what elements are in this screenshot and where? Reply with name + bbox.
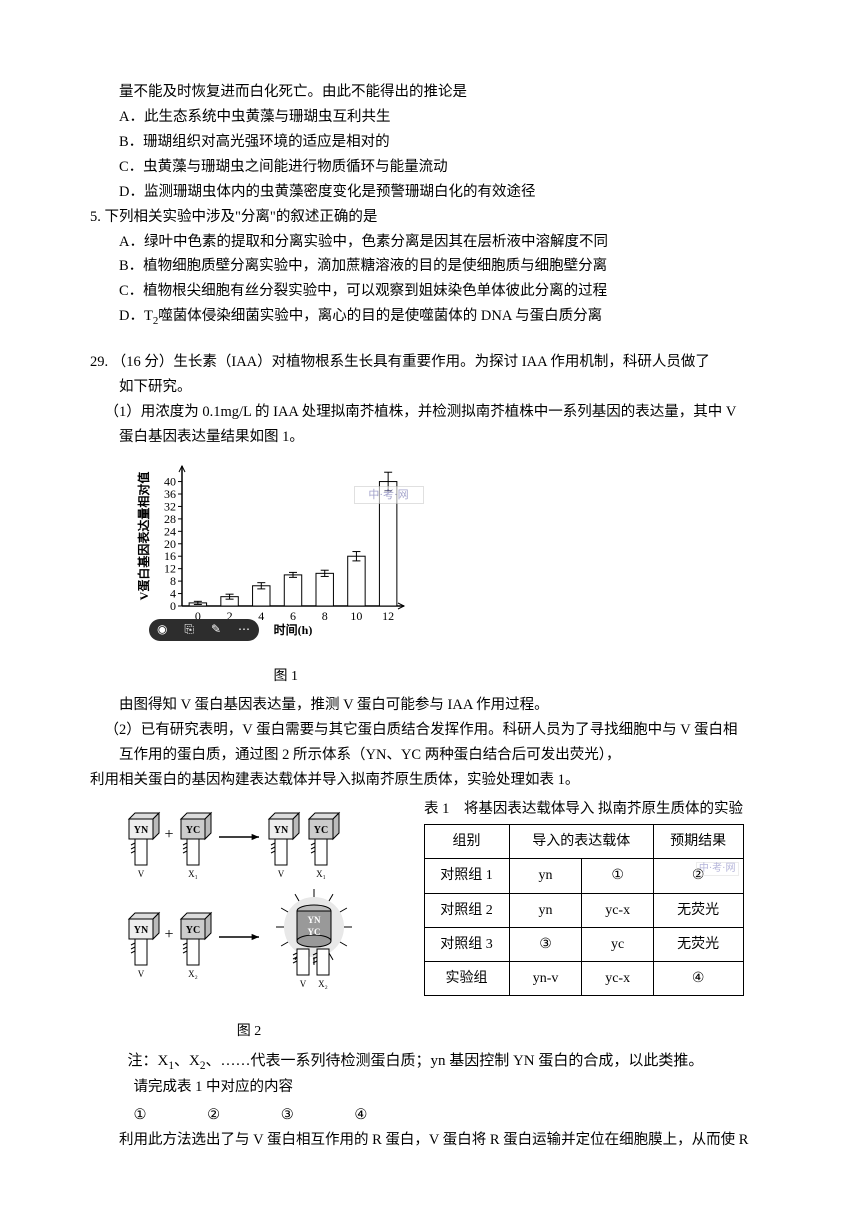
svg-text:4: 4 [170, 586, 176, 600]
note-post: 、……代表一系列待检测蛋白质；yn 基因控制 YN 蛋白的合成，以此类推。 [205, 1053, 703, 1069]
q29-stem-line1: 29. （16 分）生长素（IAA）对植物根系生长具有重要作用。为探讨 IAA … [90, 351, 770, 375]
svg-text:36: 36 [164, 487, 176, 501]
prev-option-a: A．此生态系统中虫黄藻与珊瑚虫互利共生 [90, 106, 770, 130]
svg-text:12: 12 [382, 609, 394, 623]
svg-text:X₁: X₁ [188, 869, 198, 879]
blank-4: ④ [354, 1104, 424, 1128]
bar-chart: 0481216202428323640024681012时间(h)V蛋白基因表达… [134, 456, 414, 661]
q5-option-d: D．T2噬菌体侵染细菌实验中，离心的目的是使噬菌体的 DNA 与蛋白质分离 [90, 305, 770, 331]
figure-1-caption: 图 1 [134, 665, 771, 688]
prev-option-b: B．珊瑚组织对高光强环境的适应是相对的 [90, 131, 770, 155]
figure2-and-table-row: YN V + YC X₁ YN V YC X₁ YN V + YC X₂ YN YC V X₂ 图 2 表 1 将… [90, 799, 770, 1043]
q5-d-pre: D．T [119, 308, 153, 324]
note-pre: 注：X [128, 1053, 169, 1069]
svg-text:V: V [138, 869, 145, 879]
svg-text:12: 12 [164, 561, 176, 575]
svg-text:X₂: X₂ [188, 969, 198, 979]
diagram-svg: YN V + YC X₁ YN V YC X₁ YN V + YC X₂ YN YC V X₂ [119, 799, 379, 1009]
svg-text:32: 32 [164, 499, 176, 513]
q29-p2b: 互作用的蛋白质，通过图 2 所示体系（YN、YC 两种蛋白结合后可发出荧光）， [90, 744, 770, 768]
svg-text:YC: YC [308, 927, 321, 937]
svg-text:40: 40 [164, 474, 176, 488]
svg-text:0: 0 [170, 599, 176, 613]
svg-text:+: + [164, 926, 173, 943]
svg-text:16: 16 [164, 549, 176, 563]
q29-p2a: （2）已有研究表明，V 蛋白需要与其它蛋白质结合发挥作用。科研人员为了寻找细胞中… [90, 719, 770, 743]
svg-text:V蛋白基因表达量相对值: V蛋白基因表达量相对值 [136, 471, 151, 600]
table-1-title: 表 1 将基因表达载体导入 拟南芥原生质体的实验 [397, 799, 770, 821]
svg-text:8: 8 [170, 574, 176, 588]
svg-text:YN: YN [134, 925, 149, 936]
chart-svg: 0481216202428323640024681012时间(h)V蛋白基因表达… [134, 456, 414, 636]
figure-2-caption: 图 2 [119, 1020, 379, 1043]
svg-text:V: V [278, 869, 285, 879]
svg-text:V: V [138, 969, 145, 979]
prev-option-c: C．虫黄藻与珊瑚虫之间能进行物质循环与能量流动 [90, 156, 770, 180]
watermark-badge: 中·考·网 [354, 486, 424, 504]
svg-text:28: 28 [164, 512, 176, 526]
q29-p2d: 利用此方法选出了与 V 蛋白相互作用的 R 蛋白，V 蛋白将 R 蛋白运输并定位… [90, 1129, 770, 1153]
svg-text:4: 4 [258, 609, 264, 623]
blank-3: ③ [281, 1104, 351, 1128]
q29-p1b: 蛋白基因表达量结果如图 1。 [90, 426, 770, 450]
q5-stem: 5. 下列相关实验中涉及"分离"的叙述正确的是 [90, 206, 770, 230]
blank-2: ② [207, 1104, 277, 1128]
q29-note: 注：X1、X2、……代表一系列待检测蛋白质；yn 基因控制 YN 蛋白的合成，以… [90, 1049, 770, 1076]
q5-d-post: 噬菌体侵染细菌实验中，离心的目的是使噬菌体的 DNA 与蛋白质分离 [158, 308, 602, 324]
toolbar-more-icon[interactable]: ⋯ [238, 620, 250, 640]
svg-text:X₁: X₁ [316, 869, 326, 879]
prev-stem-cont: 量不能及时恢复进而白化死亡。由此不能得出的推论是 [90, 81, 770, 105]
svg-text:X₂: X₂ [318, 979, 328, 989]
svg-text:10: 10 [350, 609, 362, 623]
svg-text:24: 24 [164, 524, 176, 538]
table-1: 表 1 将基因表达载体导入 拟南芥原生质体的实验 组别导入的表达载体预期结果 对… [397, 799, 770, 996]
svg-text:时间(h): 时间(h) [273, 622, 312, 636]
svg-text:YC: YC [186, 925, 200, 936]
q29-number: 29. [90, 354, 108, 370]
svg-text:YN: YN [134, 825, 149, 836]
q5-option-b: B．植物细胞质壁分离实验中，滴加蔗糖溶液的目的是使细胞质与细胞壁分离 [90, 255, 770, 279]
svg-text:V: V [300, 979, 307, 989]
blank-1: ① [134, 1104, 204, 1128]
toolbar-edit-icon[interactable]: ✎ [211, 620, 221, 640]
prev-option-d: D．监测珊瑚虫体内的虫黄藻密度变化是预警珊瑚白化的有效途径 [90, 181, 770, 205]
experiment-table: 组别导入的表达载体预期结果 对照组 1yn①②中·考·网对照组 2ynyc-x无… [424, 824, 744, 995]
image-toolbar[interactable]: ◉ ⎘ ✎ ⋯ [149, 619, 259, 641]
q5-text: 下列相关实验中涉及"分离"的叙述正确的是 [105, 209, 378, 225]
note-mid: 、X [174, 1053, 200, 1069]
svg-text:YN: YN [308, 915, 321, 925]
toolbar-view-icon[interactable]: ◉ [157, 620, 167, 640]
svg-text:+: + [164, 826, 173, 843]
toolbar-copy-icon[interactable]: ⎘ [184, 620, 194, 640]
svg-text:YN: YN [274, 825, 289, 836]
q29-blanks: ① ② ③ ④ [90, 1104, 770, 1128]
q29-p1a: （1）用浓度为 0.1mg/L 的 IAA 处理拟南芥植株，并检测拟南芥植株中一… [90, 401, 770, 425]
q29-note2: 请完成表 1 中对应的内容 [90, 1076, 770, 1100]
svg-text:20: 20 [164, 537, 176, 551]
svg-text:6: 6 [290, 609, 296, 623]
q29-stem-line2: 如下研究。 [90, 376, 770, 400]
svg-text:YC: YC [186, 825, 200, 836]
q29-p2c: 利用相关蛋白的基因构建表达载体并导入拟南芥原生质体，实验处理如表 1。 [90, 769, 770, 793]
q5-option-a: A．绿叶中色素的提取和分离实验中，色素分离是因其在层析液中溶解度不同 [90, 231, 770, 255]
q29-stem-a: （16 分）生长素（IAA）对植物根系生长具有重要作用。为探讨 IAA 作用机制… [112, 354, 710, 370]
figure-1: 0481216202428323640024681012时间(h)V蛋白基因表达… [90, 456, 770, 688]
svg-text:8: 8 [321, 609, 327, 623]
figure-2: YN V + YC X₁ YN V YC X₁ YN V + YC X₂ YN YC V X₂ 图 2 [119, 799, 379, 1043]
svg-text:YC: YC [314, 825, 328, 836]
q29-p1c: 由图得知 V 蛋白基因表达量，推测 V 蛋白可能参与 IAA 作用过程。 [90, 694, 770, 718]
q5-number: 5. [90, 209, 101, 225]
q5-option-c: C．植物根尖细胞有丝分裂实验中，可以观察到姐妹染色单体彼此分离的过程 [90, 280, 770, 304]
